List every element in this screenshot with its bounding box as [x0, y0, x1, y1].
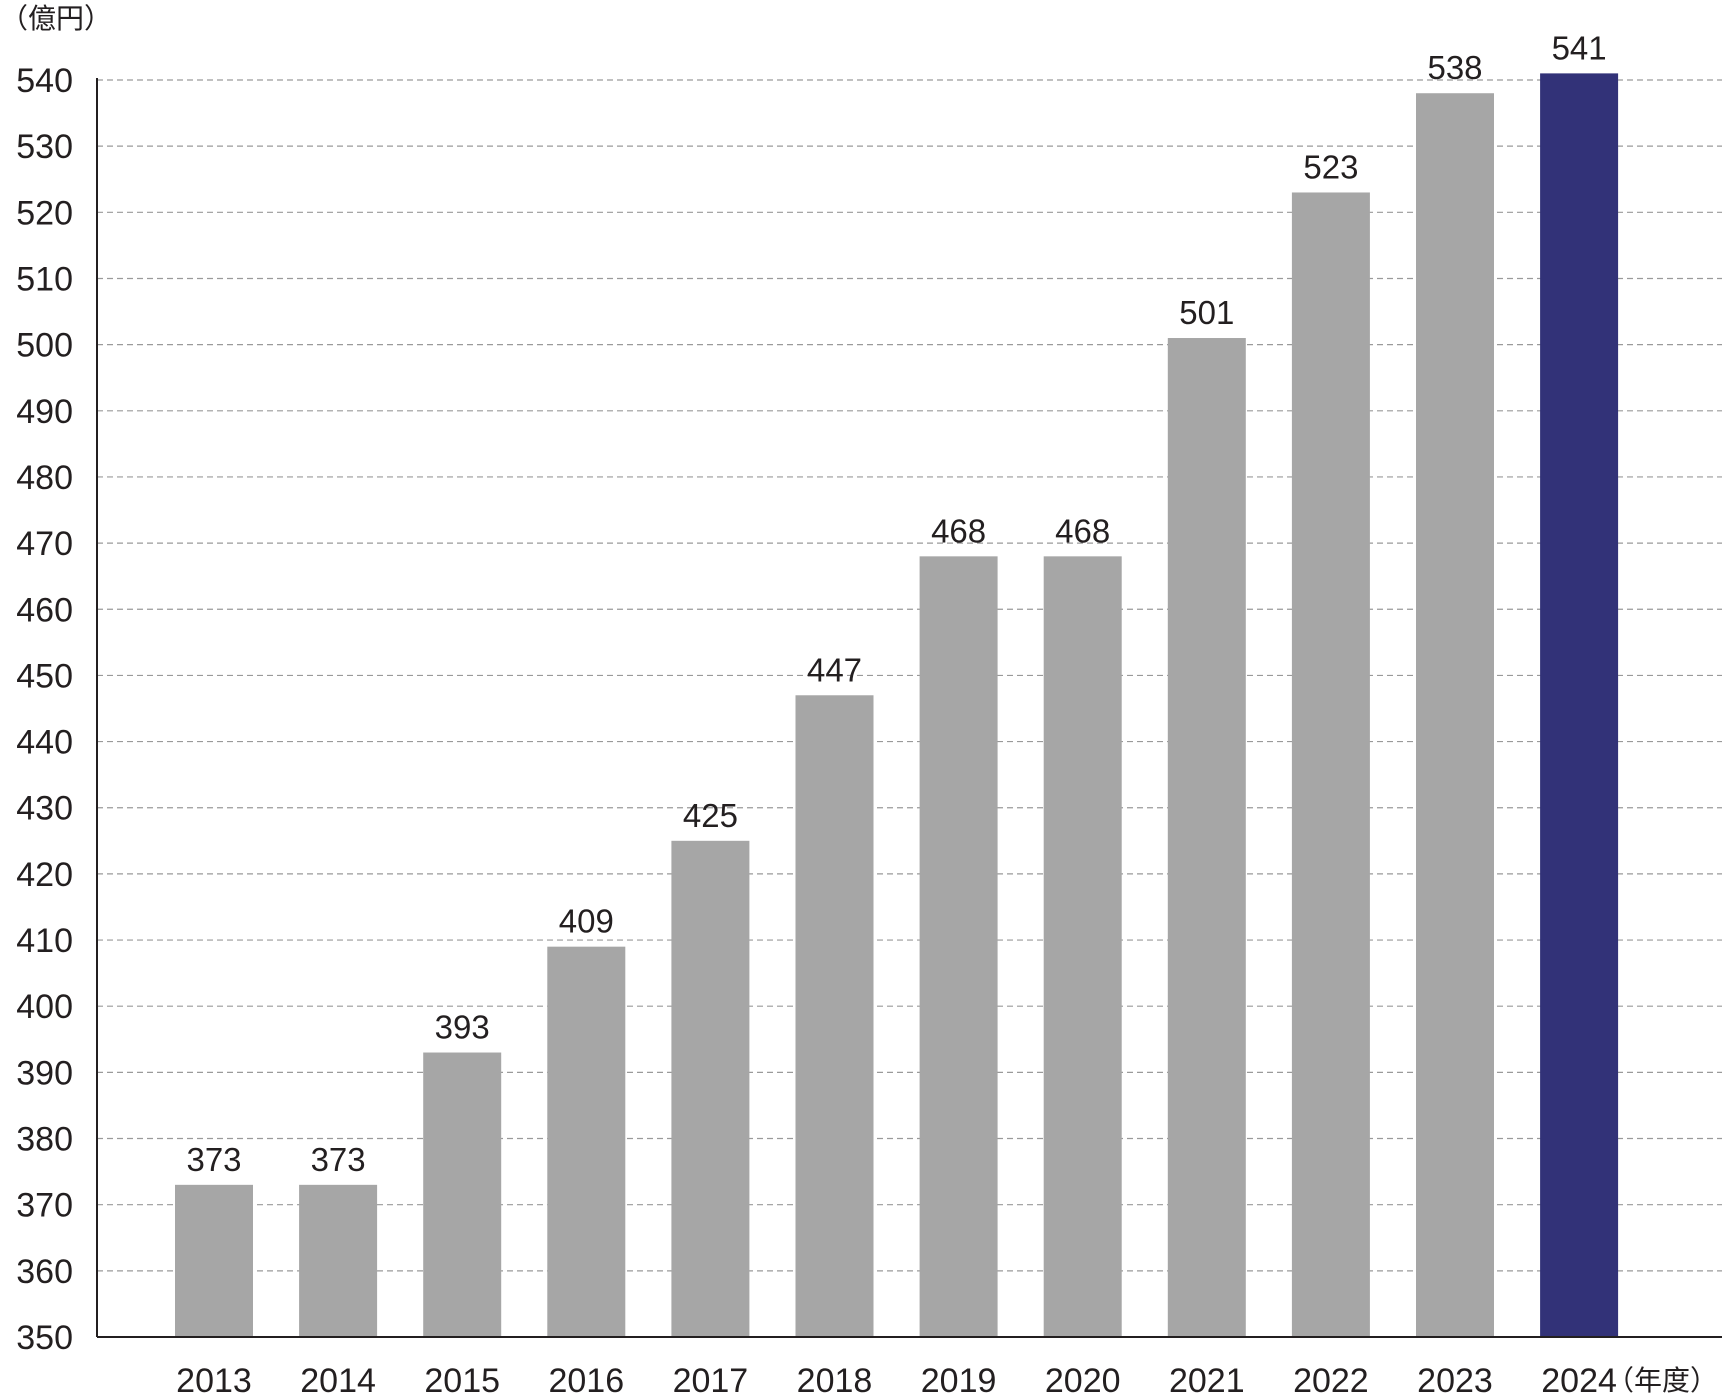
- bar-2020: [1043, 556, 1122, 1337]
- bar-2015: [423, 1052, 502, 1337]
- x-tick-label-2013: 2013: [176, 1362, 252, 1397]
- bar-2022: [1291, 192, 1370, 1338]
- x-tick-label-2020: 2020: [1045, 1362, 1121, 1397]
- x-tick-label-2016: 2016: [548, 1362, 624, 1397]
- value-label-2020: 468: [1055, 512, 1110, 549]
- value-label-2015: 393: [435, 1009, 490, 1046]
- y-tick-label: 420: [16, 856, 73, 894]
- bar-2016: [547, 946, 626, 1337]
- x-tick-label-2023: 2023: [1417, 1362, 1493, 1397]
- value-label-2016: 409: [559, 903, 614, 940]
- value-label-2017: 425: [683, 797, 738, 834]
- value-label-2014: 373: [311, 1141, 366, 1178]
- bars: [175, 73, 1619, 1338]
- value-label-2019: 468: [931, 512, 986, 549]
- bar-2019: [919, 556, 998, 1337]
- x-tick-label-2018: 2018: [797, 1362, 873, 1397]
- x-tick-label-2022: 2022: [1293, 1362, 1369, 1397]
- y-tick-label: 500: [16, 327, 73, 365]
- y-tick-label: 410: [16, 922, 73, 960]
- x-tick-label-2021: 2021: [1169, 1362, 1245, 1397]
- y-tick-label: 490: [16, 393, 73, 431]
- bar-2017: [671, 840, 750, 1337]
- bar-2014: [299, 1184, 378, 1337]
- bar-2013: [175, 1184, 253, 1337]
- y-tick-label: 390: [16, 1054, 73, 1092]
- y-tick-label: 520: [16, 194, 73, 232]
- y-tick-label: 440: [16, 724, 73, 762]
- y-tick-label: 450: [16, 657, 73, 695]
- y-tick-label: 530: [16, 128, 73, 166]
- value-label-2018: 447: [807, 651, 862, 688]
- y-tick-label: 350: [16, 1319, 73, 1357]
- y-tick-label: 380: [16, 1121, 73, 1159]
- x-tick-label-2014: 2014: [300, 1362, 376, 1397]
- y-tick-label: 460: [16, 591, 73, 629]
- y-tick-label: 470: [16, 525, 73, 563]
- y-axis-unit-label: （億円）: [0, 3, 112, 34]
- value-label-2024: 541: [1552, 29, 1607, 66]
- value-label-2023: 538: [1427, 49, 1482, 86]
- x-tick-label-2024: 2024: [1541, 1362, 1617, 1397]
- x-axis-unit-label: （年度）: [1606, 1365, 1718, 1396]
- labels: 350 360 370 380 390 400 410 420 430 440 450 460 470 4…: [0, 3, 1718, 1397]
- y-tick-label: 400: [16, 988, 73, 1026]
- y-tick-label: 480: [16, 459, 73, 497]
- bar-2018: [795, 695, 874, 1337]
- y-tick-label: 510: [16, 260, 73, 298]
- value-label-2022: 523: [1303, 148, 1358, 185]
- bar-2021: [1167, 338, 1246, 1338]
- y-tick-label: 360: [16, 1253, 73, 1291]
- y-tick-label: 430: [16, 790, 73, 828]
- x-tick-label-2017: 2017: [673, 1362, 749, 1397]
- axes: [96, 78, 1722, 1338]
- bar-2024: [1540, 73, 1619, 1338]
- y-tick-label: 370: [16, 1187, 73, 1225]
- bar-2023: [1416, 93, 1494, 1338]
- y-tick-label: 540: [16, 62, 73, 100]
- value-label-2013: 373: [186, 1141, 241, 1178]
- value-label-2021: 501: [1179, 294, 1234, 331]
- x-tick-label-2015: 2015: [424, 1362, 500, 1397]
- x-tick-label-2019: 2019: [921, 1362, 997, 1397]
